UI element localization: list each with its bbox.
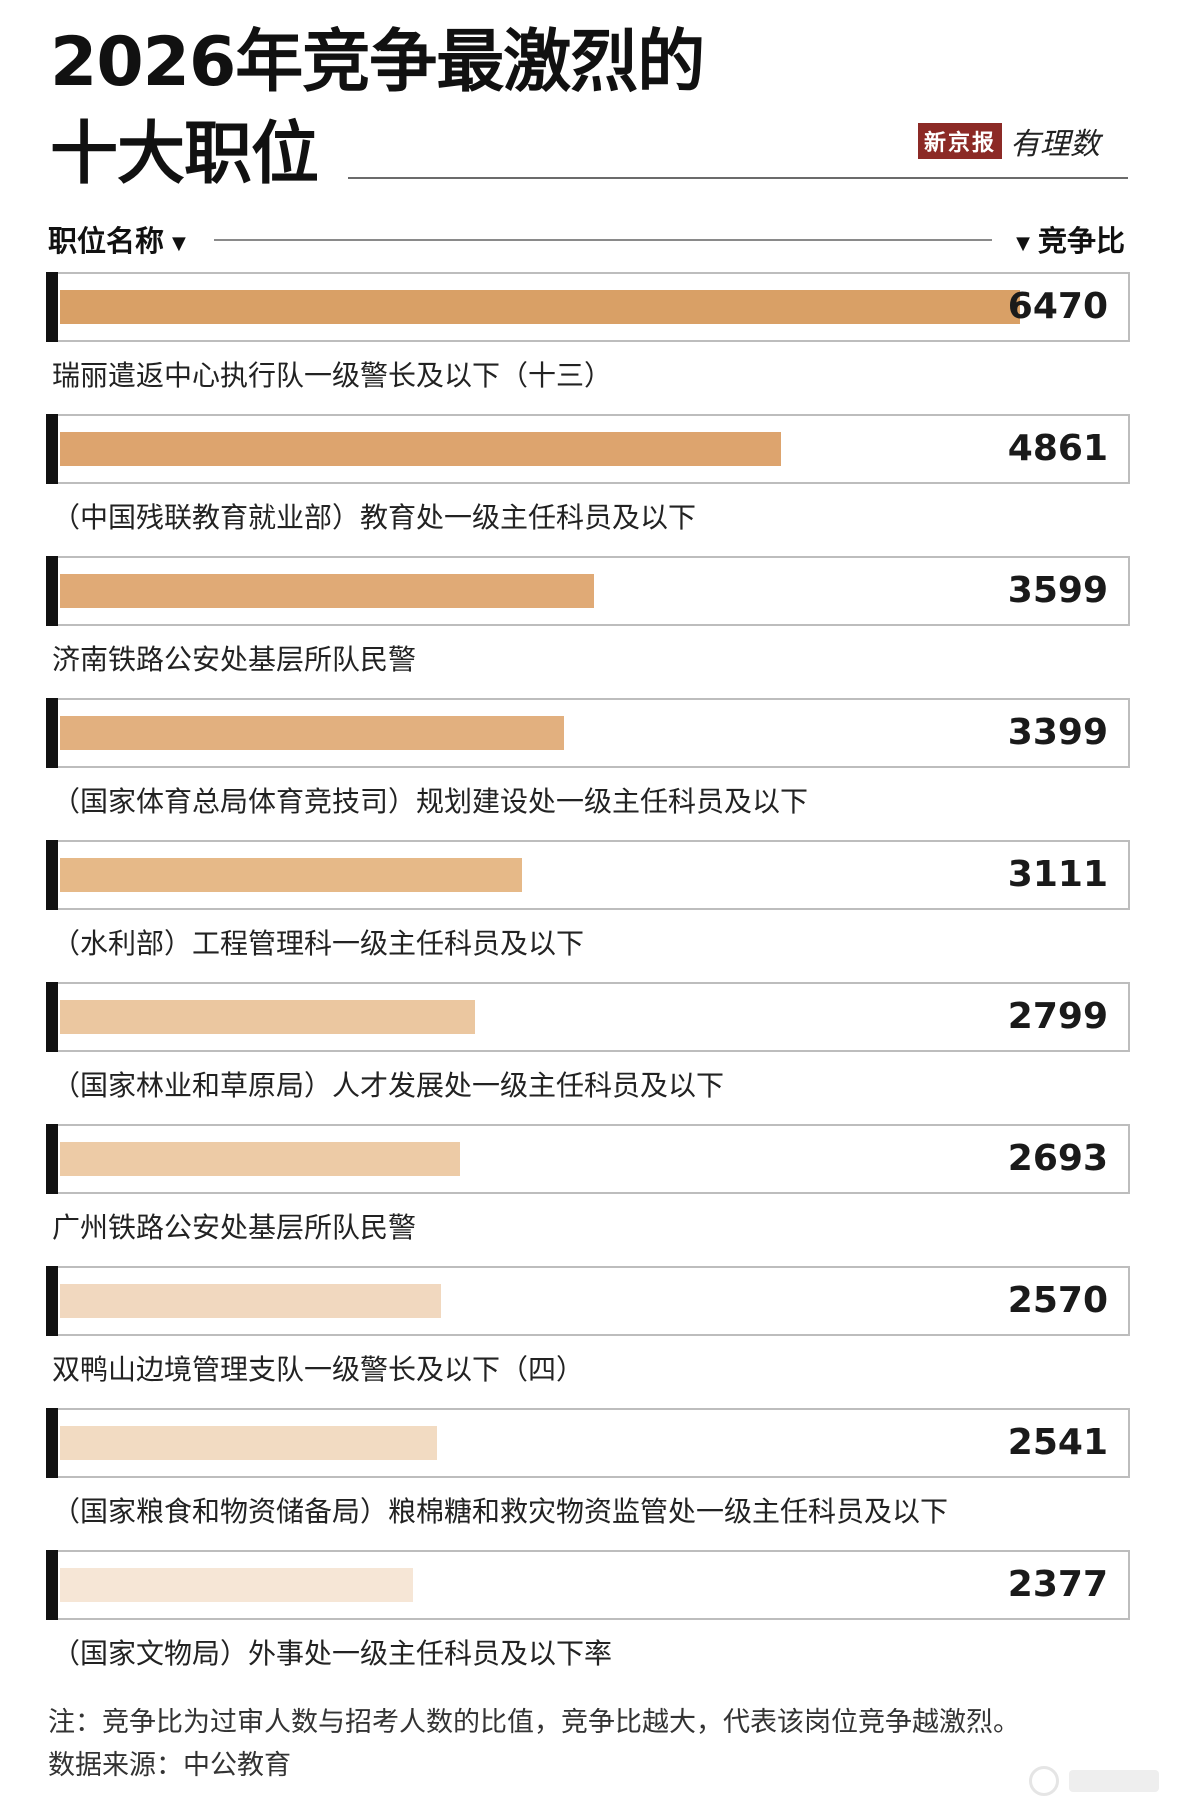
data-label: 3399 bbox=[1007, 712, 1108, 753]
bar bbox=[60, 1568, 413, 1602]
bar bbox=[60, 1426, 437, 1460]
data-label: 3599 bbox=[1007, 570, 1108, 611]
triangle-down-icon: ▼ bbox=[172, 232, 186, 254]
brand-script: 有理数 bbox=[1010, 127, 1101, 162]
data-label: 3111 bbox=[1007, 854, 1108, 895]
bar-row: 2541 （国家粮食和物资储备局）粮棉糖和救灾物资监管处一级主任科员及以下 bbox=[46, 1408, 1130, 1528]
bar-row: 2570 双鸭山边境管理支队一级警长及以下（四） bbox=[46, 1266, 1130, 1386]
triangle-down-icon: ▼ bbox=[1016, 232, 1030, 254]
value-header-label: 竞争比 bbox=[1037, 224, 1125, 258]
bar-row: 3399 （国家体育总局体育竞技司）规划建设处一级主任科员及以下 bbox=[46, 698, 1130, 818]
header-divider bbox=[214, 239, 992, 241]
bar-accent bbox=[46, 1408, 58, 1478]
bar-accent bbox=[46, 414, 58, 484]
category-header-label: 职位名称 bbox=[48, 224, 165, 258]
category-label: 济南铁路公安处基层所队民警 bbox=[52, 643, 417, 676]
bar-accent bbox=[46, 1124, 58, 1194]
category-label: （国家体育总局体育竞技司）规划建设处一级主任科员及以下 bbox=[52, 785, 809, 818]
bar-frame bbox=[46, 1124, 1130, 1194]
bar-accent bbox=[46, 1550, 58, 1620]
watermark-circle-icon bbox=[1029, 1766, 1059, 1796]
category-label: 广州铁路公安处基层所队民警 bbox=[52, 1211, 417, 1244]
category-label: （中国残联教育就业部）教育处一级主任科员及以下 bbox=[52, 501, 697, 534]
data-label: 2377 bbox=[1007, 1564, 1108, 1605]
watermark bbox=[1009, 1761, 1159, 1801]
bar-row: 4861 （中国残联教育就业部）教育处一级主任科员及以下 bbox=[46, 414, 1130, 534]
chart-title-line2: 十大职位 bbox=[50, 115, 319, 194]
bar bbox=[60, 1284, 441, 1318]
bar-row: 2799 （国家林业和草原局）人才发展处一级主任科员及以下 bbox=[46, 982, 1130, 1102]
footnote: 注：竞争比为过审人数与招考人数的比值，竞争比越大，代表该岗位竞争越激烈。 bbox=[48, 1707, 1020, 1738]
bar-row: 6470 瑞丽遣返中心执行队一级警长及以下（十三） bbox=[46, 272, 1130, 392]
bar-accent bbox=[46, 982, 58, 1052]
bar-frame bbox=[46, 1408, 1130, 1478]
bar bbox=[60, 432, 781, 466]
data-label: 4861 bbox=[1007, 428, 1108, 469]
data-label: 2693 bbox=[1007, 1138, 1108, 1179]
bar-accent bbox=[46, 1266, 58, 1336]
title-divider bbox=[348, 177, 1128, 179]
category-label: （国家林业和草原局）人才发展处一级主任科员及以下 bbox=[52, 1069, 725, 1102]
bar bbox=[60, 290, 1020, 324]
category-label: （国家文物局）外事处一级主任科员及以下率 bbox=[52, 1637, 613, 1670]
data-source: 数据来源：中公教育 bbox=[48, 1750, 291, 1781]
bar-accent bbox=[46, 840, 58, 910]
bar-accent bbox=[46, 698, 58, 768]
bar bbox=[60, 716, 564, 750]
brand-logo: 新京报 有理数 bbox=[918, 123, 1100, 162]
bar-row: 2693 广州铁路公安处基层所队民警 bbox=[46, 1124, 1130, 1244]
data-label: 2570 bbox=[1007, 1280, 1108, 1321]
chart-title-line1: 2026年竞争最激烈的 bbox=[50, 23, 705, 102]
bar-accent bbox=[46, 556, 58, 626]
bar-row: 3111 （水利部）工程管理科一级主任科员及以下 bbox=[46, 840, 1130, 960]
brand-box: 新京报 bbox=[918, 123, 1003, 159]
category-header: 职位名称 ▼ bbox=[48, 218, 194, 260]
data-label: 2799 bbox=[1007, 996, 1108, 1037]
bar-accent bbox=[46, 272, 58, 342]
bar bbox=[60, 1000, 475, 1034]
category-label: 瑞丽遣返中心执行队一级警长及以下（十三） bbox=[52, 359, 613, 392]
category-label: 双鸭山边境管理支队一级警长及以下（四） bbox=[52, 1353, 585, 1386]
bar-row: 2377 （国家文物局）外事处一级主任科员及以下率 bbox=[46, 1550, 1130, 1670]
bar-row: 3599 济南铁路公安处基层所队民警 bbox=[46, 556, 1130, 676]
bar bbox=[60, 574, 594, 608]
bar bbox=[60, 1142, 460, 1176]
category-label: （水利部）工程管理科一级主任科员及以下 bbox=[52, 927, 585, 960]
data-label: 6470 bbox=[1007, 286, 1108, 327]
watermark-bar bbox=[1069, 1770, 1159, 1792]
bar bbox=[60, 858, 522, 892]
category-label: （国家粮食和物资储备局）粮棉糖和救灾物资监管处一级主任科员及以下 bbox=[52, 1495, 949, 1528]
value-header: ▼ 竞争比 bbox=[1008, 218, 1125, 260]
data-label: 2541 bbox=[1007, 1422, 1108, 1463]
